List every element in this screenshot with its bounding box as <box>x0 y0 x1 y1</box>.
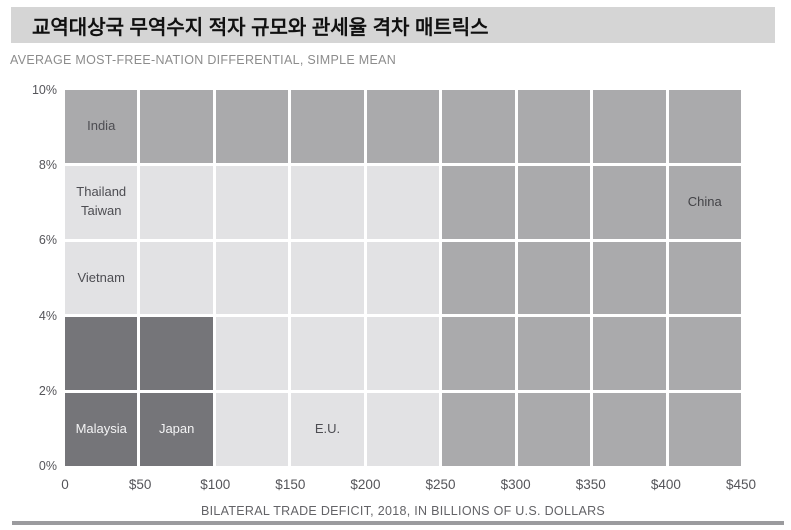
matrix-cell <box>442 90 515 163</box>
matrix-cell <box>366 241 440 315</box>
y-axis-tick-label: 2% <box>38 383 57 398</box>
country-label: Vietnam <box>77 269 125 285</box>
title-banner: 교역대상국 무역수지 적자 규모와 관세율 격차 매트릭스 <box>11 7 775 43</box>
matrix-cell <box>215 317 289 391</box>
y-axis-tick-label: 6% <box>38 233 57 248</box>
matrix-cell <box>140 317 213 391</box>
y-axis-tick-label: 10% <box>31 82 57 97</box>
matrix-cell <box>593 317 666 391</box>
matrix-cell <box>442 165 515 239</box>
country-label: Thailand Taiwan <box>76 184 127 219</box>
matrix-cell <box>517 241 591 315</box>
matrix-cell <box>517 317 591 391</box>
matrix-cell <box>593 165 666 239</box>
matrix-cell: Vietnam <box>65 241 138 315</box>
matrix-cell <box>215 393 289 466</box>
matrix-cell: Malaysia <box>65 393 138 466</box>
matrix-cell <box>65 317 138 391</box>
matrix-cell <box>668 393 741 466</box>
country-label: China <box>687 193 722 209</box>
country-label: Japan <box>158 421 195 437</box>
matrix-cell <box>291 165 364 239</box>
matrix-cell <box>517 90 591 163</box>
country-label: Malaysia <box>75 421 127 437</box>
matrix-cell <box>215 90 289 163</box>
x-axis-tick-label: 0 <box>61 477 69 492</box>
matrix-cell <box>668 241 741 315</box>
x-axis-tick-label: $100 <box>200 477 231 492</box>
y-axis-tick-label: 4% <box>38 308 57 323</box>
x-axis-tick-label: $150 <box>275 477 306 492</box>
matrix-cell: Thailand Taiwan <box>65 165 138 239</box>
y-axis-tick-label: 8% <box>38 157 57 172</box>
matrix-cell <box>366 317 440 391</box>
matrix-cell <box>215 241 289 315</box>
matrix-grid: India Thailand Taiwan China Vietnam Malaysia… <box>65 90 741 466</box>
x-axis-tick-label: $200 <box>350 477 381 492</box>
chart-subtitle: AVERAGE MOST-FREE-NATION DIFFERENTIAL, S… <box>10 53 397 67</box>
country-label: E.U. <box>314 421 341 437</box>
x-axis-tick-label: $400 <box>650 477 681 492</box>
x-axis: 0 $50 $100 $150 $200 $250 $300 $350 $400 $450 <box>61 477 756 494</box>
x-axis-tick-label: $350 <box>575 477 606 492</box>
matrix-cell <box>291 241 364 315</box>
matrix-cell: E.U. <box>291 393 364 466</box>
matrix-cell <box>215 165 289 239</box>
footer-divider <box>12 521 784 525</box>
x-axis-tick-label: $300 <box>500 477 531 492</box>
page-title: 교역대상국 무역수지 적자 규모와 관세율 격차 매트릭스 <box>32 16 489 39</box>
x-axis-title: BILATERAL TRADE DEFICIT, 2018, IN BILLIO… <box>200 504 606 518</box>
matrix-cell <box>140 241 213 315</box>
matrix-cell <box>593 241 666 315</box>
matrix-cell <box>517 165 591 239</box>
matrix-cell: China <box>668 165 741 239</box>
matrix-cell <box>366 90 440 163</box>
matrix-cell <box>593 393 666 466</box>
matrix-cell <box>517 393 591 466</box>
matrix-cell <box>442 393 515 466</box>
matrix-cell <box>668 90 741 163</box>
matrix-cell <box>140 165 213 239</box>
x-axis-tick-label: $250 <box>425 477 456 492</box>
matrix-cell <box>140 90 213 163</box>
country-label: India <box>87 117 116 133</box>
y-axis-tick-label: 0% <box>38 458 57 473</box>
matrix-cell <box>593 90 666 163</box>
matrix-cell <box>291 90 364 163</box>
x-axis-tick-label: $50 <box>128 477 152 492</box>
matrix-cell <box>442 317 515 391</box>
x-axis-tick-label: $450 <box>725 477 757 492</box>
matrix-cell: Japan <box>140 393 213 466</box>
matrix-cell <box>366 393 440 466</box>
matrix-cell <box>366 165 440 239</box>
matrix-cell <box>442 241 515 315</box>
y-axis: 10% 8% 6% 4% 2% 0% <box>0 84 57 472</box>
matrix-cell <box>668 317 741 391</box>
matrix-cell <box>291 317 364 391</box>
matrix-cell: India <box>65 90 138 163</box>
